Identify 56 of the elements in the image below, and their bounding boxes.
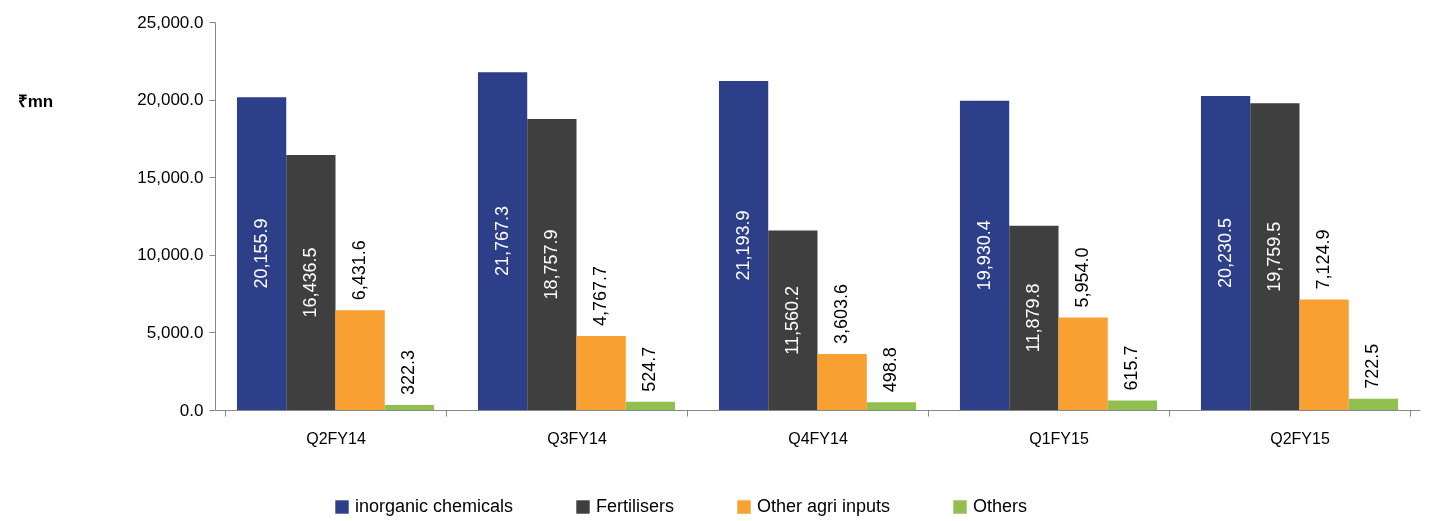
bar [1348, 398, 1399, 410]
bar [1200, 96, 1251, 410]
bar [576, 336, 626, 410]
bar [866, 402, 917, 410]
data-label: 4,767.7 [590, 265, 611, 327]
data-label: 615.7 [1121, 345, 1142, 391]
bar [527, 118, 577, 410]
bar [1009, 225, 1059, 410]
data-label: 524.7 [639, 346, 660, 392]
bar [286, 154, 336, 410]
y-tick-label: 5,000.0 [146, 322, 204, 342]
data-label: 498.8 [880, 347, 901, 393]
data-label: 5,954.0 [1072, 247, 1093, 308]
data-label: 322.3 [398, 349, 419, 395]
bar [625, 401, 676, 410]
data-label: 6,431.6 [349, 240, 370, 301]
data-label: 20,230.5 [1214, 217, 1235, 289]
y-tick-label: 25,000.0 [137, 12, 204, 32]
data-label: 3,603.6 [831, 284, 852, 345]
y-tick-label: 10,000.0 [137, 245, 204, 265]
x-tick-label: Q2FY14 [306, 429, 366, 447]
bar [1299, 299, 1349, 410]
bar [768, 230, 818, 410]
bar [817, 354, 867, 410]
data-label: 18,757.9 [540, 229, 561, 300]
x-tick-label: Q4FY14 [788, 429, 848, 447]
legend-label: Other agri inputs [757, 496, 891, 516]
y-axis-title: ₹mn [17, 91, 54, 111]
bar [384, 405, 435, 410]
data-label: 19,930.4 [973, 220, 994, 291]
data-label: 21,767.3 [491, 206, 512, 277]
y-tick-label: 15,000.0 [137, 167, 204, 187]
bar [718, 81, 769, 410]
bar [1107, 400, 1158, 410]
x-tick-label: Q2FY15 [1270, 429, 1330, 447]
bar [236, 97, 287, 410]
bar [1250, 103, 1300, 410]
data-label: 7,124.9 [1313, 229, 1334, 290]
legend-label: inorganic chemicals [355, 496, 514, 516]
data-label: 16,436.5 [299, 247, 320, 318]
x-tick-label: Q3FY14 [547, 429, 607, 447]
data-label: 11,879.8 [1022, 283, 1043, 353]
y-tick-label: 20,000.0 [137, 90, 204, 110]
bar [335, 310, 385, 410]
bar [959, 100, 1010, 410]
x-tick-label: Q1FY15 [1029, 429, 1089, 447]
data-label: 21,193.9 [732, 210, 753, 281]
data-label: 19,759.5 [1263, 221, 1284, 292]
legend-label: Fertilisers [596, 496, 675, 516]
data-label: 11,560.2 [781, 285, 802, 355]
data-label: 722.5 [1362, 343, 1383, 389]
legend-label: Others [973, 496, 1028, 516]
bar [1058, 317, 1108, 410]
bar [477, 72, 528, 410]
data-label: 20,155.9 [250, 218, 271, 289]
y-tick-label: 0.0 [179, 400, 204, 420]
